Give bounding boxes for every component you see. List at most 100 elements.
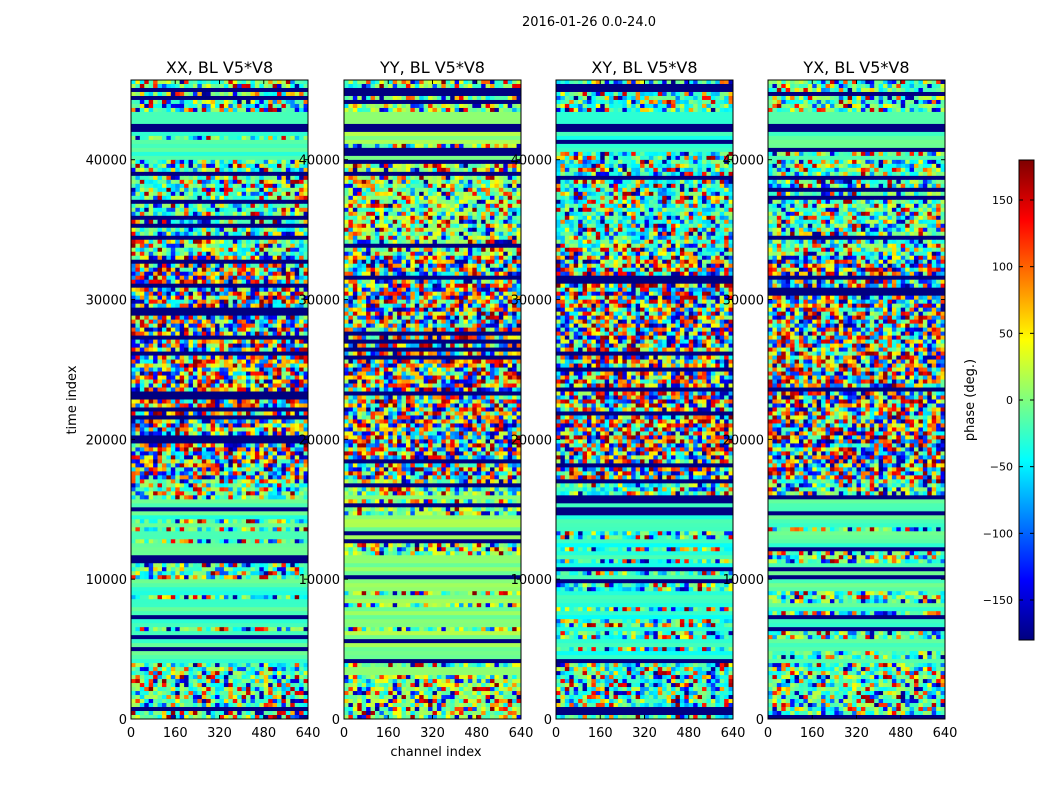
heatmap-cell <box>303 167 309 173</box>
heatmap-cell <box>197 379 203 385</box>
heatmap-cell <box>472 167 478 173</box>
heatmap-cell <box>410 191 416 197</box>
heatmap-cell <box>135 567 141 572</box>
heatmap-cell <box>228 255 234 261</box>
heatmap-cell <box>192 287 198 293</box>
heatmap-cell <box>299 247 304 253</box>
heatmap-cell <box>192 691 198 696</box>
heatmap-cell <box>223 80 229 85</box>
heatmap-cell <box>361 223 367 229</box>
heatmap-cell <box>361 187 367 193</box>
heatmap-cell <box>303 327 309 333</box>
heatmap-cell <box>370 235 376 241</box>
heatmap-cell <box>237 491 243 496</box>
heatmap-cell <box>467 143 473 149</box>
heatmap-cell <box>281 687 287 692</box>
heatmap-cell <box>161 319 167 325</box>
heatmap-cell <box>210 495 216 500</box>
heatmap-cell <box>294 627 300 632</box>
heatmap-cell <box>290 343 296 349</box>
heatmap-cell <box>232 471 238 476</box>
heatmap-cell <box>144 183 150 189</box>
heatmap-cell <box>512 175 517 181</box>
heatmap-cell <box>303 687 309 692</box>
heatmap-cell <box>285 495 291 500</box>
heatmap-cell <box>188 703 194 708</box>
heatmap-cell <box>241 80 247 85</box>
heatmap-cell <box>161 339 167 345</box>
heatmap-cell <box>383 219 389 225</box>
heatmap-cell <box>192 711 198 716</box>
heatmap-cell <box>410 183 416 189</box>
heatmap-cell <box>206 475 212 480</box>
heatmap-cell <box>232 679 238 684</box>
heatmap-cell <box>206 323 212 329</box>
heatmap-cell <box>215 419 220 424</box>
heatmap-cell <box>507 80 513 85</box>
heatmap-cell <box>290 203 296 209</box>
heatmap-cell <box>388 215 394 221</box>
heatmap-cell <box>250 691 256 696</box>
heatmap-cell <box>161 695 167 700</box>
heatmap-cell <box>459 239 464 245</box>
heatmap-cell <box>423 187 429 193</box>
heatmap-cell <box>135 339 141 345</box>
heatmap-cell <box>201 483 207 488</box>
heatmap-cell <box>348 183 354 189</box>
heatmap-cell <box>153 679 158 684</box>
heatmap-cell <box>498 103 504 109</box>
heatmap-cell <box>263 159 269 165</box>
heatmap-cell <box>379 187 385 193</box>
heatmap-cell <box>388 191 394 197</box>
heatmap-cell <box>472 235 478 241</box>
heatmap-cell <box>237 319 243 325</box>
heatmap-cell <box>161 287 167 293</box>
heatmap-cell <box>237 135 243 141</box>
heatmap-cell <box>241 491 247 496</box>
heatmap-cell <box>498 223 504 229</box>
heatmap-cell <box>441 163 447 169</box>
heatmap-cell <box>188 443 194 448</box>
heatmap-cell <box>268 519 273 524</box>
heatmap-cell <box>237 403 243 408</box>
heatmap-cell <box>503 183 509 189</box>
heatmap-cell <box>277 167 282 173</box>
heatmap-cell <box>285 467 291 472</box>
heatmap-cell <box>281 683 287 688</box>
heatmap-cell <box>215 687 220 692</box>
heatmap-cell <box>392 175 398 181</box>
heatmap-cell <box>357 235 363 241</box>
heatmap-cell <box>285 203 291 209</box>
heatmap-cell <box>383 203 389 209</box>
heatmap-cell <box>157 679 163 684</box>
heatmap-cell <box>254 163 260 169</box>
heatmap-cell <box>170 219 176 225</box>
heatmap-cell <box>219 451 225 456</box>
heatmap-cell <box>259 519 265 524</box>
heatmap-cell <box>277 571 282 576</box>
heatmap-cell <box>303 699 309 704</box>
heatmap-cell <box>344 183 349 189</box>
heatmap-cell <box>498 143 504 149</box>
heatmap-cell <box>476 179 482 185</box>
heatmap-cell <box>170 479 176 484</box>
heatmap-cell <box>272 491 278 496</box>
heatmap-cell <box>272 379 278 385</box>
heatmap-cell <box>299 683 304 688</box>
heatmap-cell <box>290 331 296 337</box>
heatmap-cell <box>219 383 225 389</box>
heatmap-cell <box>405 195 411 201</box>
heatmap-cell <box>175 399 181 404</box>
heatmap-cell <box>228 479 234 484</box>
heatmap-cell <box>268 403 273 408</box>
heatmap-cell <box>423 183 429 189</box>
heatmap-cell <box>210 83 216 89</box>
heatmap-cell <box>272 331 278 337</box>
heatmap-cell <box>268 447 273 452</box>
heatmap-cell <box>206 243 212 249</box>
heatmap-cell <box>188 163 194 169</box>
heatmap-cell <box>397 167 402 173</box>
heatmap-cell <box>197 399 203 404</box>
heatmap-cell <box>148 239 154 245</box>
heatmap-cell <box>131 191 136 197</box>
